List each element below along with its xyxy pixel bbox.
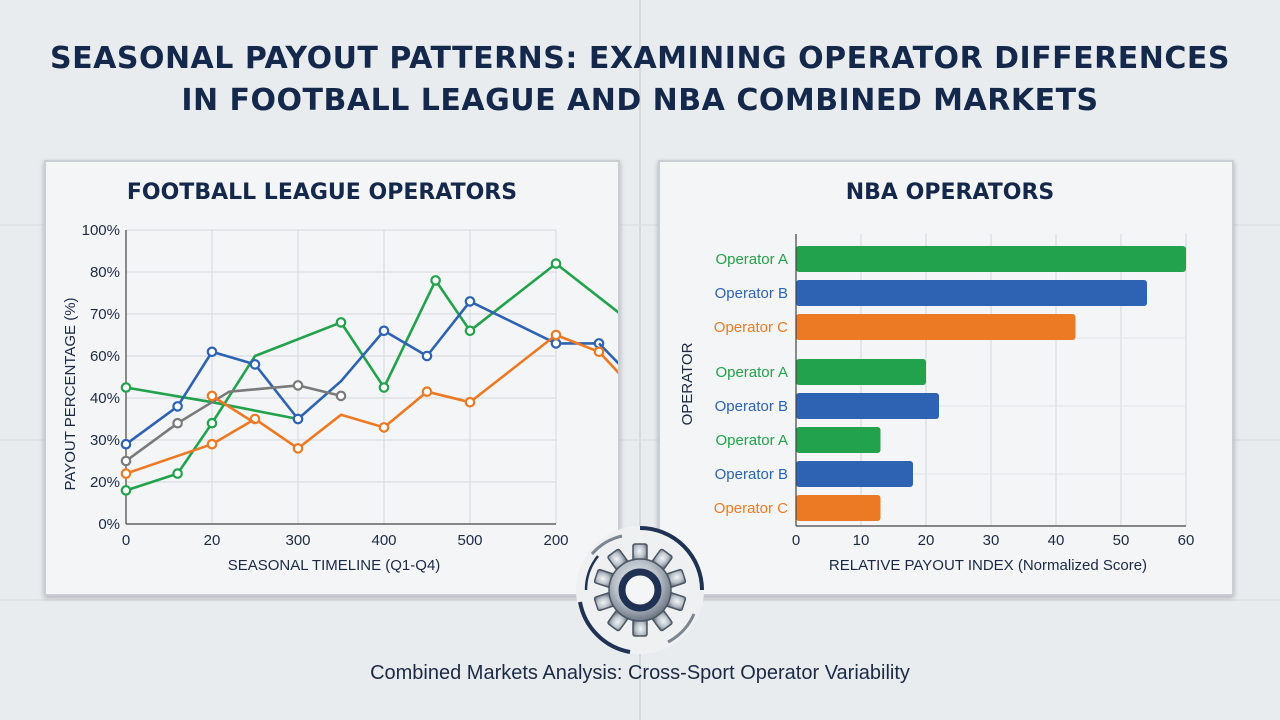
line-data-point <box>378 422 390 433</box>
line-data-point <box>464 296 476 307</box>
line-data-point <box>378 382 390 393</box>
line-data-point <box>430 275 441 286</box>
line-chart-series <box>120 258 618 496</box>
football-y-axis-label: PAYOUT PERCENTAGE (%) <box>62 297 79 490</box>
gear-icon <box>576 526 704 654</box>
line-x-tick-label: 400 <box>371 532 396 549</box>
football-line-chart: FOOTBALL LEAGUE OPERATORS 0 20 300 400 500 20… <box>62 180 618 574</box>
line-data-point <box>120 455 132 467</box>
line-series-3 <box>598 342 618 365</box>
line-y-tick-label: 100% <box>82 222 120 239</box>
football-chart-title: FOOTBALL LEAGUE OPERATORS <box>127 180 517 205</box>
nba-bar <box>796 280 1147 306</box>
bar-x-tick-label: 10 <box>853 532 870 549</box>
football-x-axis-label: SEASONAL TIMELINE (Q1-Q4) <box>228 557 441 574</box>
nba-bar-chart: NBA OPERATORS 0 10 20 30 40 50 60 Operator A Ope… <box>679 180 1195 574</box>
line-x-tick-label: 0 <box>122 532 130 549</box>
nba-category-label: Operator B <box>715 285 788 302</box>
line-y-tick-label: 0% <box>98 516 120 533</box>
line-data-point <box>292 413 304 425</box>
bar-x-tick-label: 50 <box>1113 532 1130 549</box>
line-data-point <box>249 359 261 370</box>
line-chart-grid <box>125 229 557 525</box>
line-x-tick-label: 300 <box>285 532 310 549</box>
line-series-2 <box>125 300 599 446</box>
line-data-point <box>172 468 183 479</box>
line-y-tick-label: 40% <box>90 390 120 407</box>
line-data-point <box>172 401 183 412</box>
line-data-point <box>292 380 304 391</box>
line-x-tick-label: 200 <box>543 532 568 549</box>
line-data-point <box>206 417 218 429</box>
line-data-point <box>206 390 218 402</box>
line-data-point <box>421 350 433 362</box>
line-chart-axes: 0 20 300 400 500 200 0% 20% 30% 40% 60% 70% 80% 100% <box>82 222 569 549</box>
bar-x-tick-label: 0 <box>792 532 800 549</box>
nba-bar <box>796 495 881 521</box>
nba-bar <box>796 393 939 419</box>
nba-bar <box>796 246 1186 272</box>
nba-chart-title: NBA OPERATORS <box>846 180 1054 205</box>
line-data-point <box>172 417 183 429</box>
nba-category-label: Operator C <box>714 500 788 517</box>
line-data-point <box>292 443 304 454</box>
line-data-point <box>593 346 605 358</box>
nba-category-label: Operator B <box>715 466 788 483</box>
footer-caption: Combined Markets Analysis: Cross-Sport O… <box>370 662 910 684</box>
line-data-point <box>464 325 476 337</box>
bar-x-tick-label: 20 <box>918 532 935 549</box>
line-y-tick-label: 80% <box>90 264 120 281</box>
line-data-point <box>421 386 433 397</box>
nba-bar <box>796 314 1076 340</box>
title-line-2: IN FOOTBALL LEAGUE AND NBA COMBINED MARK… <box>181 83 1099 118</box>
bar-x-tick-label: 30 <box>983 532 1000 549</box>
line-data-point <box>206 438 218 450</box>
line-y-tick-label: 60% <box>90 348 120 365</box>
nba-bar <box>796 359 926 385</box>
bar-x-tick-label: 60 <box>1178 532 1195 549</box>
nba-category-label: Operator A <box>715 432 788 449</box>
line-data-point <box>120 382 132 393</box>
line-data-point <box>464 396 476 408</box>
line-y-tick-label: 30% <box>90 432 120 449</box>
line-x-tick-label: 500 <box>457 532 482 549</box>
line-y-tick-label: 70% <box>90 306 120 323</box>
bar-chart-axes: 0 10 20 30 40 50 60 Operator A Operator B Operato… <box>714 234 1195 549</box>
line-data-point <box>120 468 132 479</box>
line-y-tick-label: 20% <box>90 474 120 491</box>
page-title: SEASONAL PAYOUT PATTERNS: EXAMINING OPER… <box>0 38 1280 122</box>
nba-y-axis-label: OPERATOR <box>679 342 696 425</box>
bar-x-tick-label: 40 <box>1048 532 1065 549</box>
line-data-point <box>550 329 562 341</box>
line-series-4 <box>125 384 342 463</box>
line-x-tick-label: 20 <box>204 532 221 549</box>
nba-category-label: Operator B <box>715 398 788 415</box>
football-chart-panel: FOOTBALL LEAGUE OPERATORS 0 20 300 400 500 20… <box>44 160 620 596</box>
line-data-point <box>378 325 390 337</box>
line-data-point <box>335 317 347 328</box>
nba-chart-panel: NBA OPERATORS 0 10 20 30 40 50 60 Operator A Ope… <box>658 160 1234 596</box>
nba-x-axis-label: RELATIVE PAYOUT INDEX (Normalized Score) <box>829 557 1147 574</box>
line-data-point <box>206 346 218 358</box>
line-data-point <box>120 438 132 450</box>
nba-category-label: Operator A <box>715 251 788 268</box>
nba-category-label: Operator A <box>715 364 788 381</box>
nba-bar <box>796 461 913 487</box>
line-data-point <box>335 390 347 402</box>
line-data-point <box>120 485 132 496</box>
line-series-6 <box>211 394 256 425</box>
bar-chart-bars <box>796 246 1186 521</box>
line-series-0 <box>125 262 618 492</box>
title-line-1: SEASONAL PAYOUT PATTERNS: EXAMINING OPER… <box>50 41 1230 76</box>
line-data-point <box>550 338 562 349</box>
line-data-point <box>550 258 562 269</box>
nba-category-label: Operator C <box>714 319 788 336</box>
nba-bar <box>796 427 881 453</box>
